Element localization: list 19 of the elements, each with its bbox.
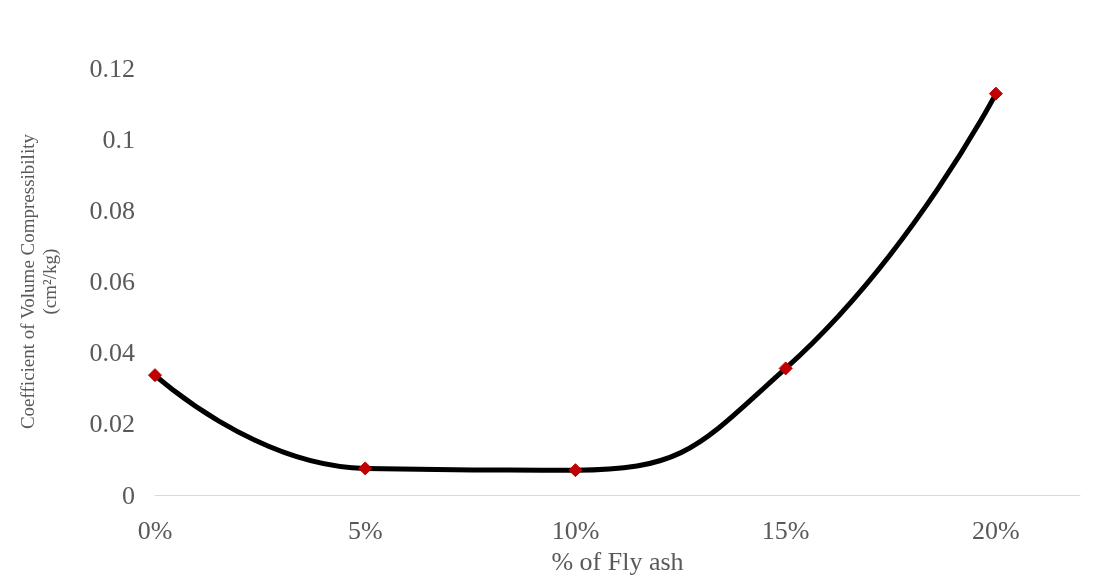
y-tick-label: 0.06	[89, 267, 135, 297]
point	[778, 361, 793, 376]
y-tick-label: 0.1	[102, 124, 135, 154]
x-tick-label: 15%	[761, 515, 810, 545]
x-tick-label: 5%	[347, 515, 383, 545]
y-tick-label: 0.02	[89, 409, 135, 439]
point	[988, 86, 1003, 101]
point	[148, 368, 162, 383]
y-axis-title: Coefficient of Volume Compressibility (cm²/kg)	[16, 133, 61, 430]
y-tick-label: 0.08	[89, 195, 135, 225]
point	[568, 463, 583, 478]
x-axis-title: % of Fly ash	[551, 546, 684, 576]
y-tick-label: 0.04	[89, 338, 135, 368]
x-tick-label: 20%	[972, 515, 1020, 545]
y-tick-label: 0.12	[89, 53, 135, 83]
point	[358, 461, 373, 476]
x-tick-label: 0%	[137, 515, 173, 545]
x-tick-label: 10%	[551, 515, 600, 545]
y-tick-label: 0	[122, 480, 135, 510]
